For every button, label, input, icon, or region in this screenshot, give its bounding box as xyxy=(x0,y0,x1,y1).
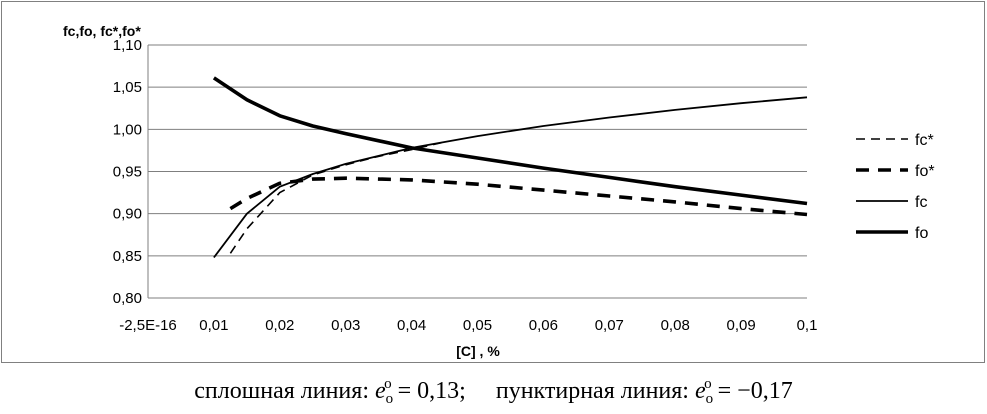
y-axis-label: fc,fo, fc*,fo* xyxy=(63,23,141,39)
x-tick-labels: -2,5E-16 0,01 0,02 0,03 0,04 0,05 0,06 0,07 0,08… xyxy=(119,317,817,334)
x-tick-label: 0,01 xyxy=(199,317,228,334)
x-tick-label: -2,5E-16 xyxy=(119,317,177,334)
caption-symbol-sup-2: o xyxy=(704,376,712,392)
y-tick-label: 0,85 xyxy=(113,248,142,265)
legend-label: fc xyxy=(915,194,927,211)
caption-dashed-text: пунктирная линия: xyxy=(495,378,695,404)
caption-symbol-sup: o xyxy=(384,376,392,392)
chart-frame xyxy=(1,1,985,363)
series-line-fc xyxy=(213,96,808,259)
caption-symbol-sub-2: o xyxy=(705,391,714,407)
grid-lines xyxy=(147,44,807,299)
caption-dashed-value: = −0,17 xyxy=(717,378,793,404)
x-tick-label: 0,05 xyxy=(463,317,492,334)
x-tick-label: 0,09 xyxy=(726,317,755,334)
y-tick-label: 0,95 xyxy=(113,164,142,181)
caption-solid-text: сплошная линия: xyxy=(194,378,375,404)
x-tick-label: 0,04 xyxy=(397,317,426,334)
line-chart: 0,80 0,85 0,90 0,95 1,00 1,05 1,10 -2,5E-16 0,0… xyxy=(63,23,935,359)
legend-label: fo xyxy=(915,225,928,242)
y-tick-labels: 0,80 0,85 0,90 0,95 1,00 1,05 1,10 xyxy=(113,37,142,307)
series-line-fo-star xyxy=(229,176,808,217)
y-tick-label: 1,10 xyxy=(113,37,142,54)
series-line-fc-star xyxy=(229,141,445,254)
y-tick-label: 1,05 xyxy=(113,79,142,96)
x-tick-label: 0,07 xyxy=(595,317,624,334)
caption-solid-value: = 0,13; xyxy=(397,378,466,404)
x-axis-label: [C] , % xyxy=(456,343,500,359)
caption-symbol-e: e xyxy=(374,378,386,404)
caption-symbol-sub: o xyxy=(385,391,394,407)
caption-symbol-e-2: e xyxy=(694,378,706,404)
legend-label: fc* xyxy=(915,132,934,149)
x-tick-label: 0,08 xyxy=(661,317,690,334)
legend: fc* fo* fc fo xyxy=(856,132,935,242)
chart-caption: сплошная линия: eoo = 0,13; пунктирная л… xyxy=(0,376,987,407)
x-tick-label: 0,06 xyxy=(529,317,558,334)
series-lines xyxy=(212,76,808,259)
y-tick-label: 0,80 xyxy=(113,290,142,307)
x-tick-label: 0,1 xyxy=(797,317,818,334)
y-tick-label: 1,00 xyxy=(113,121,142,138)
x-tick-label: 0,03 xyxy=(331,317,360,334)
series-line-fo xyxy=(212,76,808,206)
legend-label: fo* xyxy=(915,163,935,180)
x-tick-label: 0,02 xyxy=(265,317,294,334)
y-tick-label: 0,90 xyxy=(113,206,142,223)
